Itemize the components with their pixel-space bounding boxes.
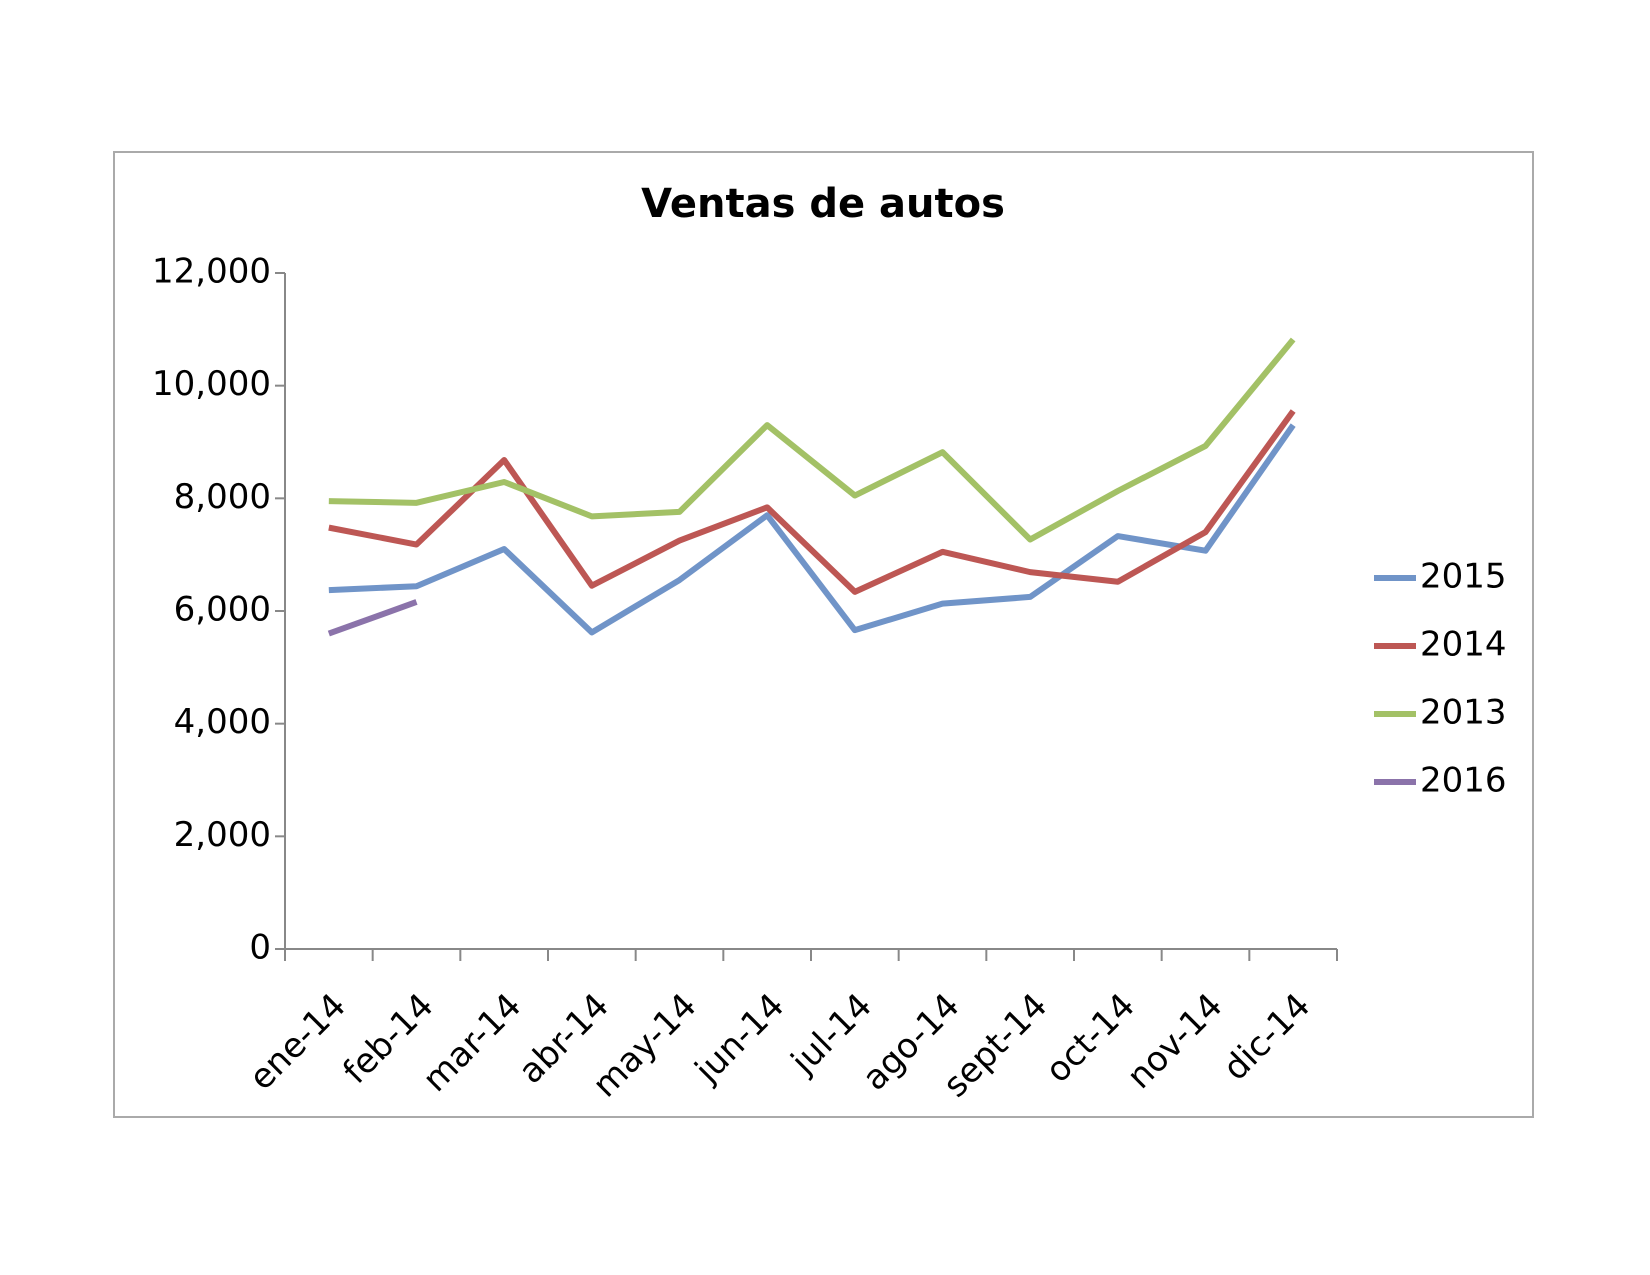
y-tick-label: 6,000 [174,590,271,630]
series-line [328,337,1296,543]
legend-label: 2016 [1420,761,1507,801]
series-line [328,423,1296,636]
legend-label: 2013 [1420,693,1507,733]
legend-label: 2014 [1420,625,1507,665]
y-tick-label: 12,000 [152,252,271,292]
legend-label: 2015 [1420,557,1507,597]
series-line [328,409,1296,595]
y-tick-label: 2,000 [174,815,271,855]
y-tick-label: 0 [249,928,271,968]
y-tick-label: 8,000 [174,477,271,517]
y-tick-label: 4,000 [174,702,271,742]
chart-frame [113,151,1534,1118]
chart-title: Ventas de autos [641,181,1005,227]
series-line [327,599,418,637]
y-tick-label: 10,000 [152,364,271,404]
